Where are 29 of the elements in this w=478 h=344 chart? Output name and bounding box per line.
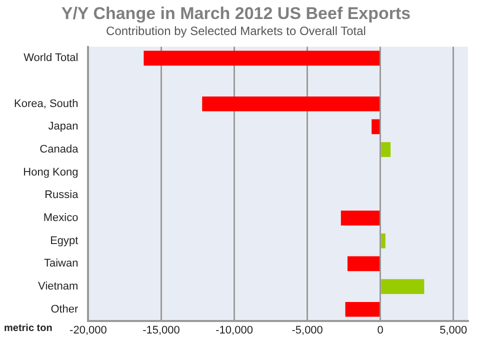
bar [372,119,380,134]
x-axis-title: metric ton [4,322,52,334]
bar [202,96,380,112]
y-tick-label: Russia [44,189,80,202]
bar [381,233,386,248]
y-tick-label: Other [50,303,79,316]
bar [381,142,391,157]
bar [381,279,424,294]
y-tick-label: Korea, South [14,98,78,110]
y-tick-label: Mexico [43,212,78,224]
x-tick-label: -20,000 [70,324,107,336]
x-tick-label: 0 [377,324,384,336]
x-tick-label: -10,000 [216,324,253,336]
x-tick-label: 5,000 [440,324,468,336]
x-tick-label: -15,000 [142,324,180,336]
chart-subtitle: Contribution by Selected Markets to Overall Total [106,24,366,38]
y-tick-label: World Total [24,52,78,64]
y-tick-label: Japan [48,120,78,133]
bar [144,50,380,66]
x-tick-label: -5,000 [292,324,323,336]
y-tick-label: Taiwan [44,258,78,270]
chart-title: Y/Y Change in March 2012 US Beef Exports [61,4,411,23]
bar [340,210,380,226]
y-tick-label: Egypt [50,234,78,247]
y-tick-label: Canada [40,144,80,156]
bar [347,256,380,272]
bar [345,302,380,317]
y-tick-label: Hong Kong [23,166,78,178]
y-tick-label: Vietnam [38,280,78,293]
